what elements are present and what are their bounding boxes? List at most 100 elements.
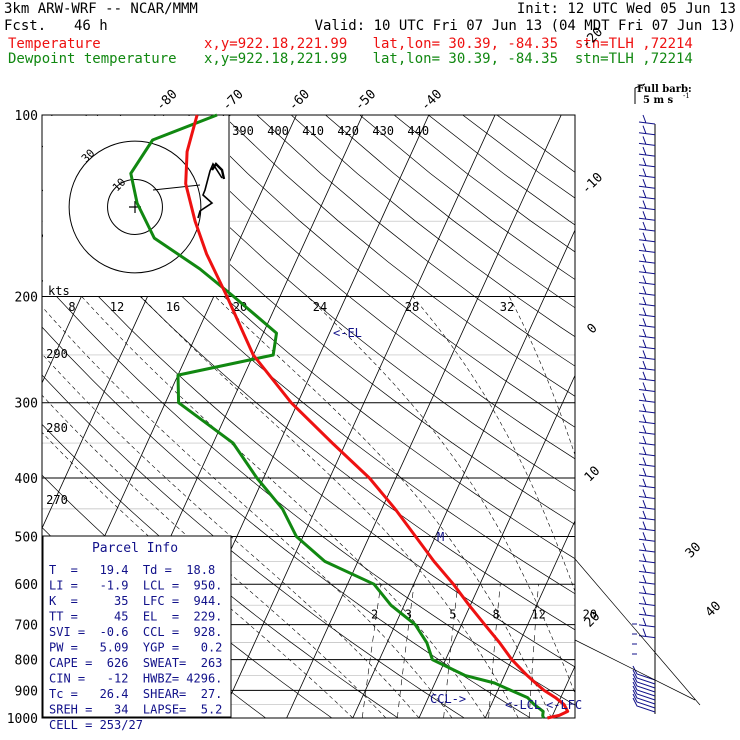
wind-barb [632, 681, 656, 697]
mixing-ratio-line [528, 584, 539, 718]
el-marker: <-EL [333, 326, 362, 340]
wind-barb [632, 685, 656, 701]
pressure-tick-label: 900 [15, 684, 38, 699]
wind-barb [638, 253, 656, 264]
hodograph-speed-tick: 16 [166, 300, 180, 314]
wind-barb [632, 693, 656, 709]
isotherm-line [352, 229, 575, 718]
parcel-info-row: LI = -1.9 LCL = 950. [49, 579, 222, 593]
temperature-tick-label: -20 [579, 25, 606, 52]
isotherm-line [220, 115, 496, 718]
wind-barb [638, 628, 656, 639]
forecast-label: Fcst. [4, 18, 47, 34]
moist-adiabat [140, 296, 519, 718]
wind-barb [638, 382, 656, 392]
temperature-line [184, 114, 570, 720]
wind-barb [638, 136, 656, 146]
wind-barb [632, 673, 656, 689]
moist-adiabat [307, 296, 575, 695]
wind-barb [632, 669, 656, 685]
pressure-tick-label: 600 [15, 578, 38, 593]
hodograph-units: kts [48, 284, 70, 298]
wind-barb [638, 574, 656, 585]
hodograph-ring-10 [107, 179, 163, 235]
temperature-tick-label: -40 [418, 87, 445, 114]
theta-label: 390 [232, 124, 254, 138]
mixing-ratio-label: 20 [583, 608, 597, 622]
temperature-tick-label: 40 [703, 599, 725, 621]
pressure-tick-label: 800 [15, 654, 38, 669]
wind-barb [638, 179, 656, 189]
wind-barb [632, 677, 656, 693]
wind-barb [638, 446, 656, 457]
temperature-tick-label: -50 [352, 87, 379, 114]
pressure-tick-label: 700 [15, 619, 38, 634]
wind-scale-exponent: -1 [683, 92, 690, 100]
mixing-ratio-line [443, 584, 459, 718]
dry-adiabat [119, 115, 575, 492]
isotherm-line [684, 115, 740, 718]
isotherm-line [418, 374, 575, 718]
wind-barb [638, 264, 656, 275]
mixing-ratio-label: 8 [492, 608, 499, 622]
moist-adiabat [214, 296, 552, 718]
temperature-tick-label: -60 [286, 87, 313, 114]
wind-barb [638, 307, 656, 318]
hodograph-speed-tick: 28 [405, 300, 419, 314]
parcel-info-row: K = 35 LFC = 944. [49, 594, 222, 608]
dry-adiabat [496, 115, 575, 173]
theta-label: 400 [267, 124, 289, 138]
dry-adiabat [85, 115, 575, 525]
wind-barb [638, 457, 656, 467]
wind-barb [638, 467, 656, 478]
moist-adiabat [42, 394, 387, 718]
parcel-info-row: SREH = 34 LAPSE= 5.2 [49, 703, 222, 717]
mixing-ratio-label: 5 [449, 608, 456, 622]
parcel-info-row: Tc = 26.4 SHEAR= 27. [49, 687, 222, 701]
wind-barb [638, 114, 656, 125]
pressure-tick-label: 1000 [7, 712, 38, 727]
wind-barb [638, 553, 656, 564]
storm-motion-vector [152, 184, 201, 191]
dewpoint-legend-label: Dewpoint temperature [8, 51, 177, 67]
hodograph-bg [43, 116, 230, 296]
wind-barb [638, 243, 656, 253]
dry-adiabat [153, 115, 575, 460]
wind-barb [638, 296, 656, 307]
pressure-tick-label: 400 [15, 472, 38, 487]
wind-barb [638, 189, 656, 200]
moist-adiabat [585, 297, 684, 719]
dry-adiabat [42, 233, 575, 668]
dry-adiabat [50, 115, 575, 560]
wind-barb [638, 596, 656, 606]
mixing-ratio-line [361, 584, 382, 718]
hodograph-speed-tick: 12 [110, 300, 124, 314]
plot-frame [41, 114, 576, 719]
wind-barb [638, 617, 656, 628]
wind-barb [638, 435, 656, 446]
forecast-hours: 46 h [74, 18, 108, 34]
parcel-info-box [42, 535, 232, 718]
temperature-legend-label: Temperature [8, 36, 101, 52]
dry-adiabat [462, 115, 575, 199]
wind-barb [638, 286, 656, 296]
theta-label: 430 [372, 124, 394, 138]
wind-barb [638, 478, 656, 489]
wind-barb [638, 542, 656, 553]
wind-barb [638, 371, 656, 382]
wind-scale-units: 5 m s [643, 95, 674, 106]
isotherm-line [484, 519, 575, 718]
isotherm-line [286, 115, 562, 718]
dry-adiabat [188, 115, 575, 428]
mixing-ratio-label: 12 [531, 608, 545, 622]
wind-barb [638, 232, 656, 243]
wind-barb [638, 521, 656, 532]
wind-barb [638, 200, 656, 211]
model-label: 3km ARW-WRF -- NCAR/MMM [4, 1, 198, 17]
parcel-info-row: TT = 45 EL = 229. [49, 610, 222, 624]
dewpoint-legend-info: x,y=922.18,221.99 lat,lon= 30.39, -84.35… [204, 51, 693, 67]
moist-adiabat [42, 306, 453, 718]
moist-adiabat [42, 353, 420, 718]
parcel-info-row: SVI = -0.6 CCL = 928. [49, 625, 222, 639]
dry-adiabat [222, 115, 575, 397]
